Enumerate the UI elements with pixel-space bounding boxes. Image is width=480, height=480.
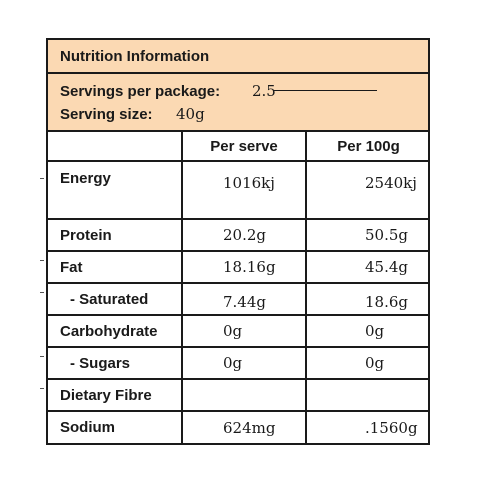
per-serve-value: 1016kj <box>181 160 307 220</box>
per-100g-value: 18.6g <box>305 282 430 316</box>
per-serve-value: 20.2g <box>181 218 307 252</box>
column-header-per-serve: Per serve <box>181 132 307 162</box>
table-row: Fat 18.16g 45.4g <box>48 250 430 284</box>
row-label: Dietary Fibre <box>48 378 183 412</box>
per-100g-value <box>305 378 430 412</box>
per-100g-value: 0g <box>305 346 430 380</box>
table-row: - Saturated 7.44g 18.6g <box>48 282 430 316</box>
row-label: Sodium <box>48 410 183 443</box>
panel-title: Nutrition Information <box>48 40 428 74</box>
header-row: Per serve Per 100g <box>48 132 430 162</box>
servings-value: 2.5 <box>252 82 276 100</box>
per-serve-value: 18.16g <box>181 250 307 284</box>
margin-tick <box>40 292 44 293</box>
row-label: Fat <box>48 250 183 284</box>
row-label: - Sugars <box>48 346 183 380</box>
per-serve-value: 7.44g <box>181 282 307 316</box>
table-row: - Sugars 0g 0g <box>48 346 430 380</box>
row-label: - Saturated <box>48 282 183 316</box>
per-100g-value: 0g <box>305 314 430 348</box>
serving-size-value: 40g <box>176 105 205 123</box>
per-serve-value <box>181 378 307 412</box>
nutrition-table: Per serve Per 100g Energy 1016kj 2540kj … <box>48 132 430 443</box>
margin-tick <box>40 178 44 179</box>
margin-tick <box>40 388 44 389</box>
table-row: Energy 1016kj 2540kj <box>48 160 430 220</box>
servings-underline <box>273 90 377 91</box>
servings-block: Servings per package: 2.5 Serving size: … <box>48 74 428 132</box>
per-serve-value: 0g <box>181 346 307 380</box>
per-serve-value: 0g <box>181 314 307 348</box>
table-row: Protein 20.2g 50.5g <box>48 218 430 252</box>
margin-tick <box>40 260 44 261</box>
per-100g-value: 2540kj <box>305 160 430 220</box>
header-cell-blank <box>48 132 183 162</box>
table-row: Sodium 624mg .1560g <box>48 410 430 443</box>
per-100g-value: .1560g <box>305 410 430 443</box>
row-label: Carbohydrate <box>48 314 183 348</box>
nutrition-panel: Nutrition Information Servings per packa… <box>46 38 430 445</box>
margin-tick <box>40 356 44 357</box>
row-label: Energy <box>48 160 183 220</box>
per-100g-value: 45.4g <box>305 250 430 284</box>
table-row: Dietary Fibre <box>48 378 430 412</box>
per-100g-value: 50.5g <box>305 218 430 252</box>
per-serve-value: 624mg <box>181 410 307 443</box>
servings-label: Servings per package: <box>60 83 221 100</box>
serving-size-label: Serving size: <box>60 106 153 123</box>
table-row: Carbohydrate 0g 0g <box>48 314 430 348</box>
column-header-per-100g: Per 100g <box>305 132 430 162</box>
row-label: Protein <box>48 218 183 252</box>
